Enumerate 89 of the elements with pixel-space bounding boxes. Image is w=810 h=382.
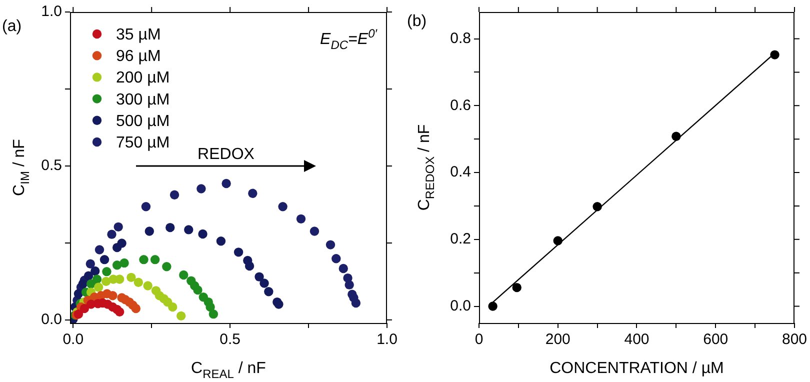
point	[176, 311, 186, 321]
legend-label: 35 µM	[116, 26, 161, 44]
point	[274, 300, 284, 309]
point	[170, 190, 180, 200]
point	[141, 202, 151, 212]
point	[168, 302, 178, 312]
point	[338, 264, 348, 274]
point	[770, 50, 780, 60]
point	[193, 285, 202, 295]
point	[264, 286, 274, 296]
y-tick-label: 0.0	[450, 297, 471, 314]
point	[166, 222, 175, 232]
text: (a)	[2, 18, 22, 35]
point	[139, 254, 148, 264]
point	[126, 272, 136, 282]
point	[244, 261, 254, 271]
point	[107, 230, 116, 239]
x-tick-label: 400	[624, 331, 650, 348]
point	[94, 245, 104, 254]
text: (b)	[407, 13, 427, 30]
point	[78, 279, 88, 288]
point	[108, 290, 118, 300]
x-tick-label: 800	[782, 331, 807, 348]
x-tick-label: 1.0	[376, 331, 398, 348]
y-tick-label: 0.0	[41, 311, 62, 328]
point	[150, 254, 160, 264]
point	[222, 178, 231, 188]
legend-label: 200 µM	[116, 70, 170, 87]
point	[326, 240, 336, 250]
annotation: REDOX	[198, 146, 255, 163]
point	[80, 304, 90, 314]
point	[592, 202, 602, 212]
point	[84, 271, 94, 280]
point	[278, 202, 288, 212]
point	[488, 302, 498, 311]
x-tick-label: 0.5	[220, 331, 240, 348]
point	[332, 254, 341, 264]
legend-label: 96 µM	[116, 48, 161, 66]
y-axis-title: CREDOX / nF	[416, 124, 437, 211]
x-axis-title: CONCENTRATION / µM	[550, 360, 724, 377]
y-tick-label: 0.8	[450, 30, 471, 47]
point	[114, 307, 124, 317]
point	[184, 225, 194, 234]
point	[296, 214, 306, 224]
y-axis-title: CIM / nF	[11, 138, 32, 196]
point	[512, 282, 522, 292]
point	[86, 259, 95, 268]
point	[114, 222, 123, 232]
point	[131, 304, 141, 314]
point	[162, 262, 172, 272]
y-tick-label: 1.0	[41, 3, 62, 20]
point	[553, 236, 562, 246]
x-tick-label: 200	[545, 331, 570, 348]
point	[100, 254, 110, 264]
point	[120, 258, 129, 268]
point	[260, 278, 269, 288]
point	[102, 266, 112, 276]
point	[94, 282, 104, 292]
legend-label: 300 µM	[116, 91, 170, 108]
point	[248, 188, 258, 198]
point	[112, 260, 122, 270]
point	[208, 309, 218, 319]
point	[143, 281, 152, 290]
point	[198, 229, 208, 239]
point	[90, 266, 100, 276]
x-tick-label: 0.0	[62, 331, 84, 348]
point	[206, 302, 215, 312]
point	[254, 272, 264, 282]
point	[216, 236, 226, 246]
point	[344, 280, 354, 290]
legend-label: 500 µM	[116, 112, 170, 130]
x-tick-label: 0	[474, 331, 484, 348]
point	[134, 278, 144, 287]
point	[92, 274, 102, 284]
y-tick-label: 0.4	[450, 164, 471, 181]
point	[144, 226, 154, 236]
point	[234, 248, 244, 257]
y-tick-label: 0.2	[450, 230, 471, 248]
y-tick-label: 0.5	[41, 157, 62, 174]
point	[310, 226, 320, 236]
point	[117, 238, 126, 248]
legend-label: 750 µM	[116, 134, 170, 152]
point	[74, 289, 84, 298]
point	[672, 132, 681, 141]
x-tick-label: 600	[703, 331, 728, 348]
y-tick-label: 0.6	[450, 96, 471, 114]
point	[179, 270, 188, 280]
point	[351, 298, 361, 308]
point	[196, 184, 206, 194]
